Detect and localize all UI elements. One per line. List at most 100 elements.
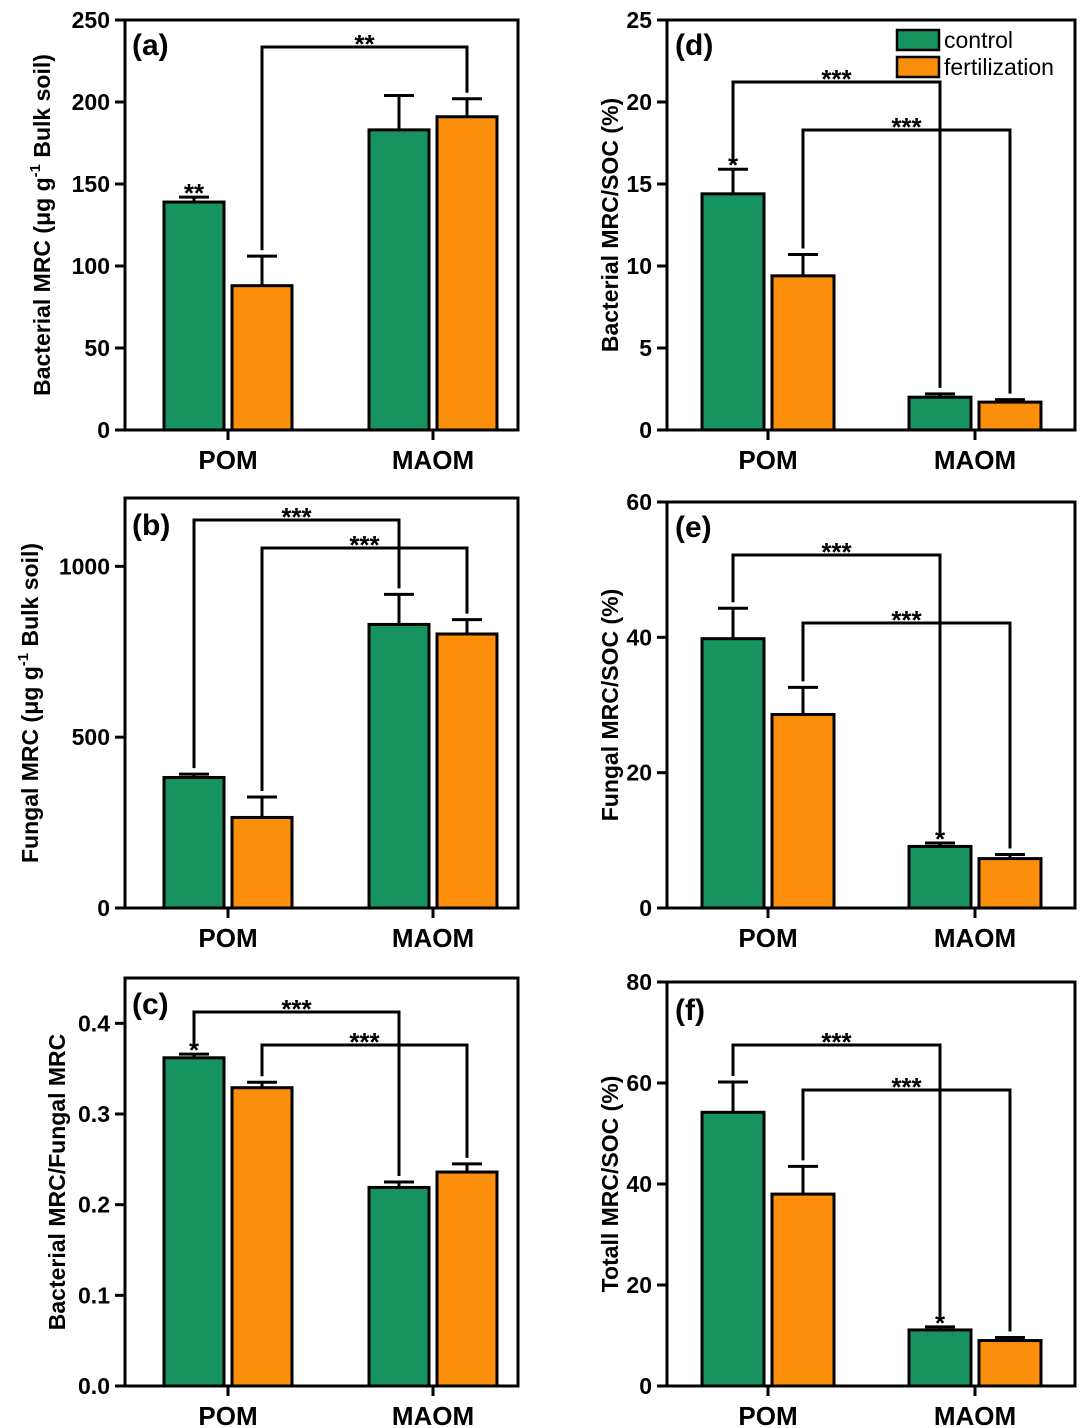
significance-bracket-f (801, 1088, 1012, 1332)
y-tick-label-a: 0 (97, 417, 110, 443)
y-tick-label-b: 0 (97, 895, 110, 921)
significance-star-f: * (935, 1308, 946, 1338)
x-tick-label-a-maom: MAOM (392, 445, 474, 475)
y-tick-label-d: 10 (626, 253, 652, 279)
error-bar-b-1-1 (452, 618, 482, 634)
error-bar-b-0-0 (179, 772, 209, 778)
error-bar-e-1-0 (925, 841, 955, 847)
y-tick-label-c: 0.2 (78, 1192, 110, 1218)
error-bar-c-1-0 (384, 1180, 414, 1188)
y-tick-label-e: 60 (626, 489, 652, 515)
y-tick-label-d: 20 (626, 89, 652, 115)
legend-swatch-control (895, 28, 941, 52)
y-tick-label-e: 0 (639, 895, 652, 921)
panel-label-f: (f) (675, 994, 705, 1027)
bar-b-pom-control (162, 775, 226, 910)
panel-d: 0 5 10 15 20 25 POM MAOM Bacterial MRC/SOC (%) (d… (597, 7, 1077, 475)
significance-bracket-c (260, 1043, 469, 1158)
error-bar-a-0-0 (179, 195, 209, 203)
axes-frame-e (665, 500, 1077, 910)
x-tick-label-d-pom: POM (738, 445, 797, 475)
y-axis-label-b: Fungal MRC (μg g-1 Bulk soil) (15, 543, 43, 863)
significance-bracket-label-b: *** (281, 502, 312, 532)
panel-b: 0 500 1000 POM MAOM Fungal MRC (μg g-1 Bulk s… (15, 496, 520, 953)
y-tick-label-e: 20 (626, 760, 652, 786)
significance-bracket-label-e: *** (891, 605, 922, 635)
x-tick-label-b-pom: POM (198, 923, 257, 953)
bar-e-pom-fertilization (770, 712, 836, 910)
x-tick-label-f-pom: POM (738, 1401, 797, 1428)
panel-label-e: (e) (675, 511, 712, 544)
significance-bracket-f (731, 1043, 942, 1321)
y-axis-label-f: Totall MRC/SOC (%) (597, 1076, 623, 1293)
y-tick-label-f: 80 (626, 969, 652, 995)
error-bar-f-0-1 (788, 1164, 818, 1195)
y-tick-label-e: 40 (626, 624, 652, 650)
error-bar-a-0-1 (247, 254, 277, 286)
error-bar-d-0-0 (718, 167, 748, 194)
panel-a: 0 50 100 150 200 250 POM MAOM Bacterial MRC (μg … (27, 7, 520, 475)
y-tick-label-a: 50 (84, 335, 110, 361)
axes-frame-d (665, 18, 1077, 432)
error-bar-a-1-1 (452, 97, 482, 117)
significance-bracket-b (260, 546, 469, 791)
significance-bracket-d (801, 128, 1012, 394)
x-tick-label-d-maom: MAOM (934, 445, 1016, 475)
error-bar-d-0-1 (788, 253, 818, 276)
y-tick-label-c: 0.0 (78, 1373, 110, 1399)
x-tick-label-c-pom: POM (198, 1401, 257, 1428)
bar-b-maom-fertilization (435, 632, 499, 910)
significance-bracket-e (731, 553, 942, 838)
significance-bracket-label-c: *** (281, 994, 312, 1024)
significance-bracket-label-a: ** (354, 29, 375, 59)
bar-e-maom-fertilization (977, 857, 1043, 910)
y-tick-label-d: 15 (626, 171, 652, 197)
y-axis-label-c: Bacterial MRC/Fungal MRC (44, 1034, 70, 1330)
bar-f-pom-fertilization (770, 1192, 836, 1388)
panel-label-b: (b) (132, 509, 170, 542)
legend-label-control: control (944, 27, 1013, 53)
x-tick-label-a-pom: POM (198, 445, 257, 475)
bar-d-maom-control (907, 395, 973, 432)
error-bar-a-1-0 (384, 93, 414, 130)
significance-bracket-label-b: *** (349, 530, 380, 560)
significance-star-c: * (189, 1035, 200, 1065)
bar-a-maom-fertilization (435, 115, 499, 432)
y-axis-label-a: Bacterial MRC (μg g-1 Bulk soil) (27, 54, 55, 396)
significance-star-e: * (935, 824, 946, 854)
significance-bracket-label-f: *** (891, 1072, 922, 1102)
bar-c-maom-fertilization (435, 1170, 499, 1388)
significance-bracket-label-f: *** (821, 1027, 852, 1057)
significance-bracket-label-d: *** (821, 64, 852, 94)
bar-a-pom-fertilization (230, 284, 294, 432)
y-tick-label-c: 0.4 (78, 1010, 110, 1036)
y-tick-label-d: 0 (639, 417, 652, 443)
panel-label-a: (a) (132, 29, 169, 62)
panel-label-c: (c) (132, 988, 169, 1021)
panel-label-d: (d) (675, 29, 713, 62)
bar-b-maom-control (367, 622, 431, 910)
bar-b-pom-fertilization (230, 815, 294, 910)
x-tick-label-e-pom: POM (738, 923, 797, 953)
x-tick-label-c-maom: MAOM (392, 1401, 474, 1428)
error-bar-f-1-1 (995, 1336, 1025, 1341)
y-tick-label-b: 1000 (59, 553, 110, 579)
x-tick-label-e-maom: MAOM (934, 923, 1016, 953)
error-bar-c-0-0 (179, 1052, 209, 1058)
axes-frame-b (123, 496, 520, 910)
y-tick-label-a: 150 (72, 171, 110, 197)
error-bar-e-0-1 (788, 685, 818, 715)
error-bar-f-0-0 (718, 1080, 748, 1113)
significance-bracket-c (192, 1010, 401, 1176)
significance-star-a: ** (184, 178, 205, 208)
bar-d-pom-control (700, 192, 766, 432)
y-tick-label-a: 100 (72, 253, 110, 279)
significance-bracket-a (260, 45, 469, 251)
bar-c-maom-control (367, 1185, 431, 1388)
significance-bracket-label-c: *** (349, 1027, 380, 1057)
x-tick-label-b-maom: MAOM (392, 923, 474, 953)
error-bar-b-1-0 (384, 592, 414, 625)
